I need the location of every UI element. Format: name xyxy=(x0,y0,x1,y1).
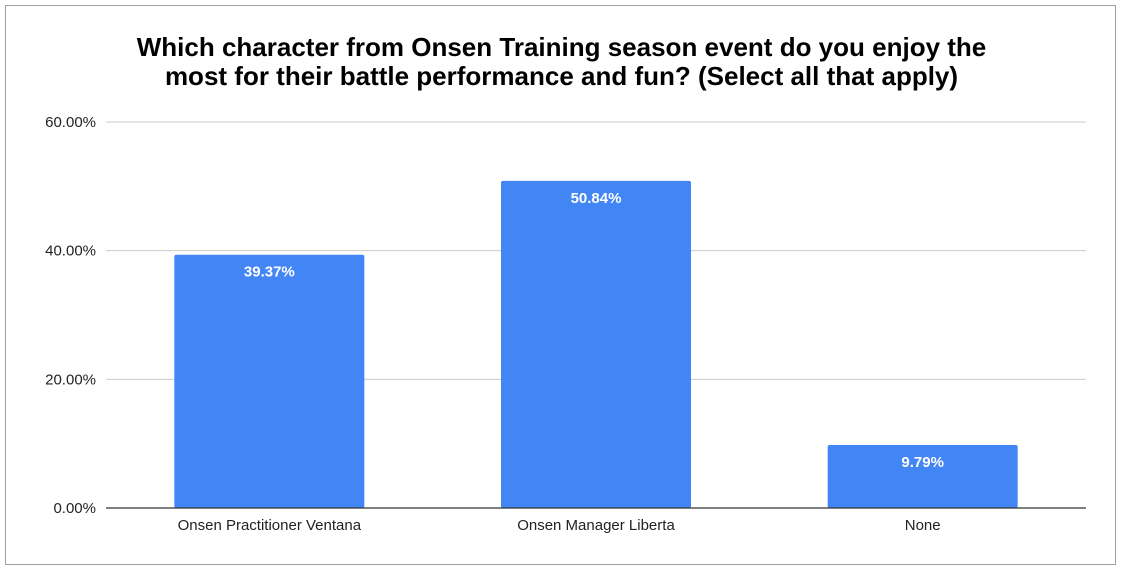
y-tick-label: 40.00% xyxy=(45,243,96,260)
x-category-label: Onsen Manager Liberta xyxy=(517,517,675,534)
x-category-label: None xyxy=(905,517,941,534)
data-label: 50.84% xyxy=(571,190,622,207)
chart-title-line-2: most for their battle performance and fu… xyxy=(164,61,959,91)
y-tick-label: 60.00% xyxy=(45,114,96,131)
chart-title-line-1: Which character from Onsen Training seas… xyxy=(136,32,987,62)
bar xyxy=(827,445,1018,508)
y-tick-label: 0.00% xyxy=(53,500,96,517)
chart-title: Which character from Onsen Training seas… xyxy=(0,33,1123,91)
x-category-label: Onsen Practitioner Ventana xyxy=(178,517,362,534)
bar xyxy=(174,254,365,508)
y-tick-label: 20.00% xyxy=(45,371,96,388)
bar xyxy=(501,180,691,509)
data-label: 9.79% xyxy=(901,454,944,471)
data-label: 39.37% xyxy=(244,264,295,281)
